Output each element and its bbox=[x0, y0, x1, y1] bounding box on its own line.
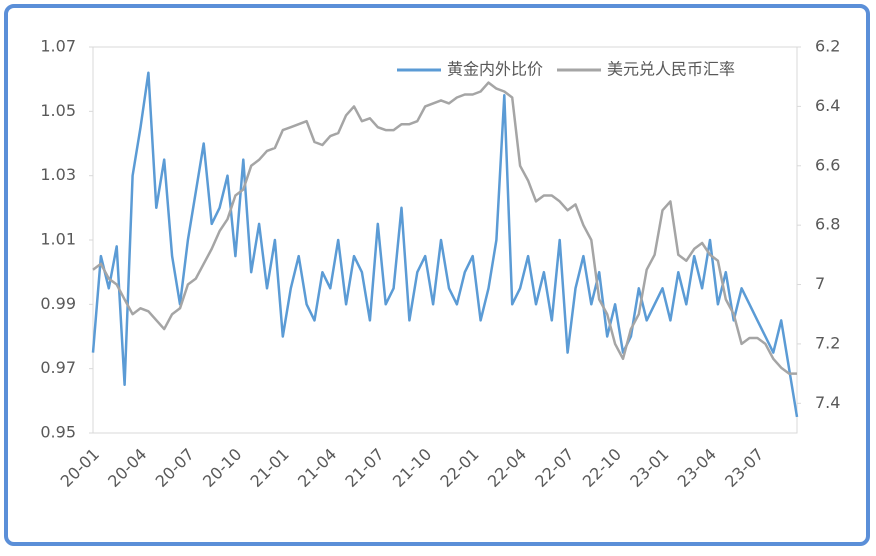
y-tick-label: 1.01 bbox=[40, 230, 76, 249]
y2-tick-label: 7 bbox=[815, 274, 825, 293]
y-tick-label: 0.99 bbox=[40, 294, 76, 313]
y2-tick-label: 7.4 bbox=[815, 393, 840, 412]
y-tick-label: 0.95 bbox=[40, 423, 76, 442]
y2-tick-label: 6.2 bbox=[815, 37, 840, 56]
legend-label: 美元兑人民币汇率 bbox=[607, 60, 735, 79]
y-tick-label: 1.03 bbox=[40, 165, 76, 184]
y-tick-label: 1.07 bbox=[40, 37, 76, 56]
y-tick-label: 1.05 bbox=[40, 101, 76, 120]
series-line bbox=[92, 81, 797, 375]
y2-tick-label: 6.4 bbox=[815, 96, 840, 115]
y-tick-label: 0.97 bbox=[40, 358, 76, 377]
y2-tick-label: 7.2 bbox=[815, 333, 840, 352]
y2-tick-label: 6.6 bbox=[815, 155, 840, 174]
legend-label: 黄金内外比价 bbox=[447, 60, 543, 79]
y2-tick-label: 6.8 bbox=[815, 215, 840, 234]
series-line bbox=[91, 71, 799, 418]
